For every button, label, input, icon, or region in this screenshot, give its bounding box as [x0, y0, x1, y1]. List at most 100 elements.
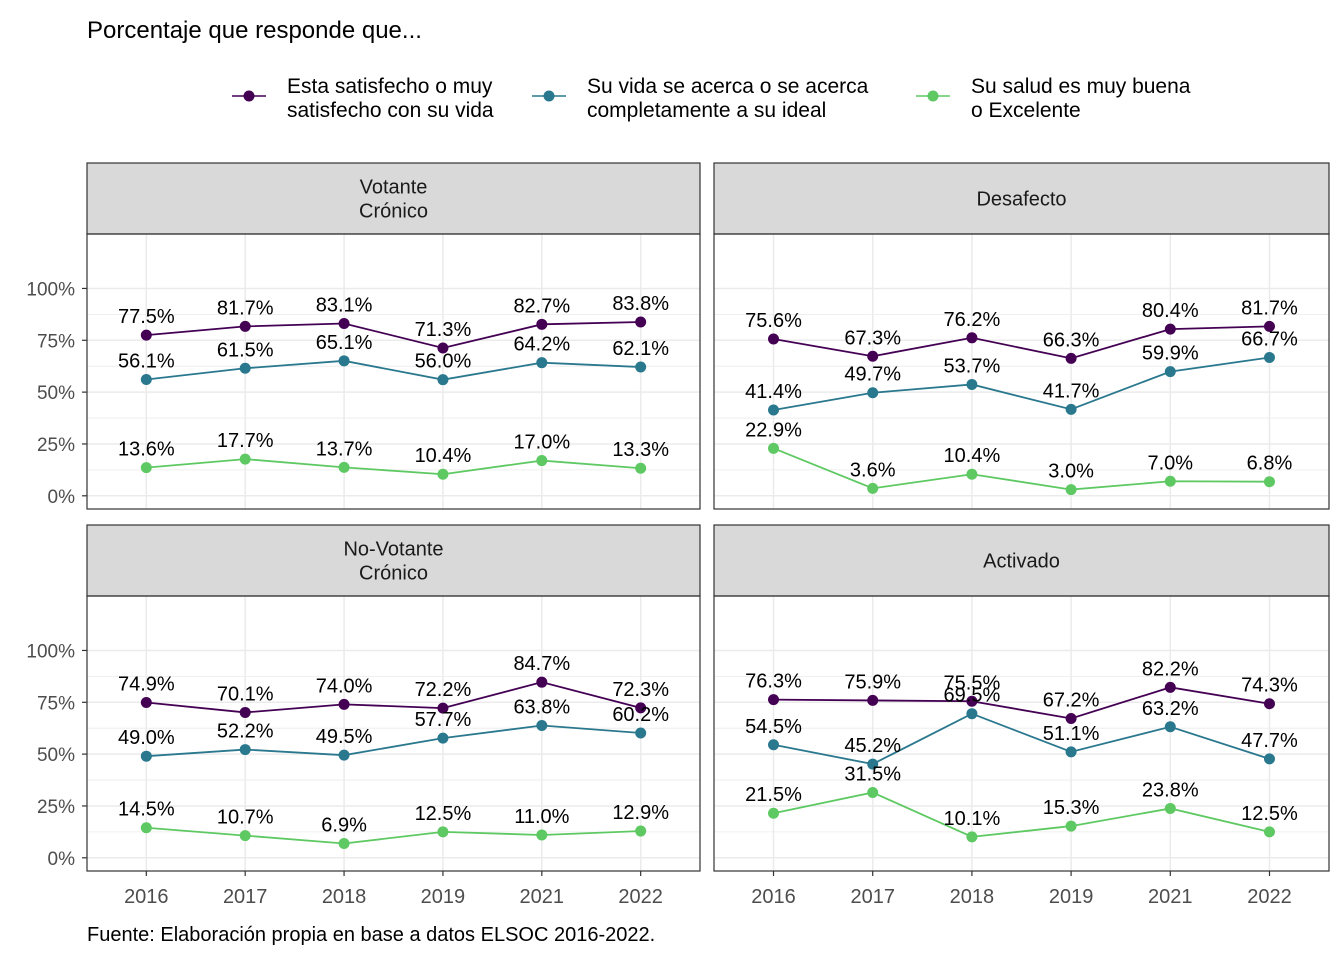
data-label: 15.3% [1043, 797, 1100, 819]
y-tick-label: 0% [48, 849, 76, 870]
chart-title: Porcentaje que responde que... [87, 17, 422, 44]
series-1: 77.5% 81.7% 83.1% 71.3% 82.7% 83.8% [118, 293, 669, 354]
legend-label: o Excelente [971, 99, 1081, 122]
data-label: 56.0% [415, 351, 472, 373]
data-label: 75.6% [745, 310, 802, 332]
data-point [635, 825, 647, 837]
series-3: 21.5% 31.5% 10.1% 15.3% 23.8% 12.5% [745, 763, 1298, 843]
data-label: 74.0% [316, 675, 373, 697]
x-tick-label: 2017 [850, 886, 895, 908]
data-label: 56.1% [118, 350, 175, 372]
data-label: 82.2% [1142, 658, 1199, 680]
data-label: 71.3% [415, 319, 472, 341]
data-label: 23.8% [1142, 779, 1199, 801]
data-point [1065, 820, 1077, 832]
x-tick-label: 2016 [751, 886, 796, 908]
data-label: 12.5% [415, 803, 472, 825]
data-point [1263, 320, 1275, 332]
legend-label: Su vida se acerca o se acerca [587, 75, 869, 98]
data-point [768, 807, 780, 819]
data-label: 67.2% [1043, 689, 1100, 711]
data-point [966, 332, 978, 344]
data-point [536, 357, 548, 369]
data-point [437, 732, 449, 744]
data-label: 72.2% [415, 679, 472, 701]
data-label: 61.5% [217, 339, 274, 361]
series-1: 75.6% 67.3% 76.2% 66.3% 80.4% 81.7% [745, 297, 1298, 364]
panel-background [714, 234, 1329, 509]
data-point [867, 694, 879, 706]
series-line [773, 712, 1270, 766]
data-point [1263, 351, 1275, 363]
data-point [635, 462, 647, 474]
data-point [768, 694, 780, 706]
data-point [1263, 698, 1275, 710]
panel-border [86, 233, 701, 510]
data-point [635, 727, 647, 739]
data-point [437, 468, 449, 480]
x-tick-label: 2018 [950, 886, 995, 908]
data-label: 81.7% [1241, 297, 1298, 319]
data-point [966, 708, 978, 720]
data-label: 10.4% [944, 445, 1001, 467]
data-label: 41.4% [745, 381, 802, 403]
data-point [140, 329, 152, 341]
series-1: 76.3% 75.9% 75.5% 67.2% 82.2% 74.3% [745, 658, 1298, 724]
data-label: 49.5% [316, 726, 373, 748]
series-line [146, 321, 641, 349]
data-point [536, 829, 548, 841]
x-tick-label: 2022 [1247, 886, 1292, 908]
series-2: 56.1% 61.5% 65.1% 56.0% 64.2% 62.1% [118, 332, 669, 386]
panel-4: Activado 2016 2017 2018 2019 2021 2022 76.3% 75.… [713, 524, 1330, 908]
data-point [768, 442, 780, 454]
panel-border [713, 595, 1330, 872]
data-label: 63.8% [513, 697, 570, 719]
data-label: 45.2% [844, 735, 901, 757]
data-label: 83.8% [612, 293, 669, 315]
data-label: 66.7% [1241, 328, 1298, 350]
strip-label: Activado [983, 551, 1060, 573]
strip-label: No-Votante [343, 539, 443, 561]
series-2: 41.4% 49.7% 53.7% 41.7% 59.9% 66.7% [745, 328, 1298, 416]
series-line [146, 681, 641, 714]
legend-marker [243, 90, 255, 102]
data-point [536, 318, 548, 330]
data-point [536, 455, 548, 467]
panel-border [86, 595, 701, 872]
data-label: 69.5% [944, 685, 1001, 707]
y-tick-label: 100% [26, 279, 75, 300]
data-label: 60.2% [612, 704, 669, 726]
data-point [867, 350, 879, 362]
data-point [966, 831, 978, 843]
data-label: 31.5% [844, 763, 901, 785]
series-3: 22.9% 3.6% 10.4% 3.0% 7.0% 6.8% [745, 419, 1292, 496]
data-point [140, 750, 152, 762]
data-label: 54.5% [745, 716, 802, 738]
data-label: 49.0% [118, 727, 175, 749]
data-label: 74.3% [1241, 675, 1298, 697]
strip-label: Crónico [359, 563, 428, 585]
data-point [1164, 802, 1176, 814]
series-line [146, 359, 641, 381]
data-label: 63.2% [1142, 698, 1199, 720]
data-point [1263, 826, 1275, 838]
data-label: 75.9% [844, 671, 901, 693]
legend-label: completamente a su ideal [587, 99, 826, 122]
data-label: 6.9% [321, 814, 367, 836]
data-label: 10.1% [944, 808, 1001, 830]
data-point [437, 342, 449, 354]
data-point [966, 695, 978, 707]
data-point [635, 361, 647, 373]
data-point [1065, 746, 1077, 758]
x-tick-label: 2021 [1148, 886, 1193, 908]
panel-background [87, 234, 700, 509]
data-point [867, 387, 879, 399]
data-label: 64.2% [513, 334, 570, 356]
legend-label: satisfecho con su vida [287, 99, 494, 122]
